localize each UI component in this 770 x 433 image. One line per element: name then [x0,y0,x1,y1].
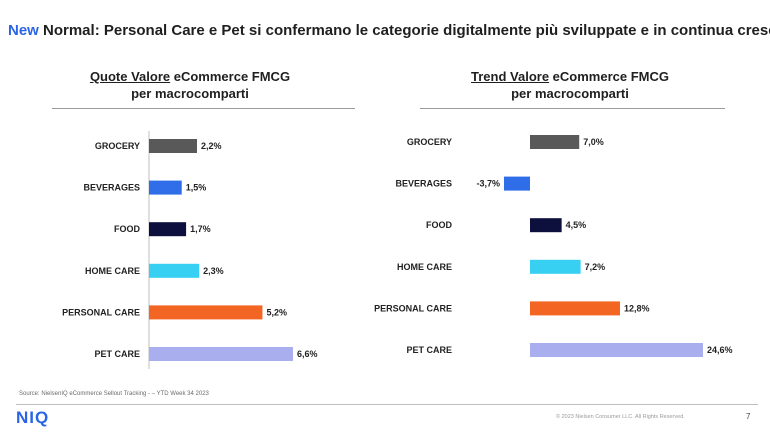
category-label-grocery: GROCERY [407,137,452,147]
value-label-food: 4,5% [566,220,587,230]
value-label-personal-care: 5,2% [266,307,287,317]
chart-title-trend-line2: per macrocomparti [511,86,629,101]
bar-beverages [503,176,530,191]
value-label-home-care: 7,2% [585,262,606,272]
copyright-note: © 2023 Nielsen Consumer LLC. All Rights … [556,414,685,420]
bar-home-care [149,263,200,278]
source-note: Source: NielsenIQ eCommerce Sellout Trac… [19,391,209,397]
bar-personal-care [149,305,263,320]
bar-grocery [530,135,580,149]
chart-title-quote-line2: per macrocomparti [131,86,249,101]
value-label-grocery: 2,2% [201,141,222,151]
quote-valore-bar-chart: GROCERY 2,2% BEVERAGES 1,5% FOOD 1,7% HOME CAR… [62,131,318,369]
footer-divider [16,404,758,405]
slide-title: New Normal: Personal Care e Pet si confe… [8,22,770,39]
chart-title-rule-right [420,108,725,109]
value-label-home-care: 2,3% [203,266,224,276]
value-label-personal-care: 12,8% [624,303,650,313]
category-label-beverages: BEVERAGES [83,183,140,193]
value-label-grocery: 7,0% [583,137,604,147]
value-label-pet-care: 6,6% [297,349,318,359]
chart-title-quote: Quote Valore eCommerce FMCG per macrocom… [40,68,340,102]
bar-personal-care [530,301,621,316]
slide-title-accent: New [8,22,39,39]
trend-valore-bar-chart: GROCERY 7,0% BEVERAGES -3,7% FOOD 4,5% HOME CA… [374,135,733,357]
category-label-personal-care: PERSONAL CARE [374,303,452,313]
category-label-food: FOOD [426,220,452,230]
category-label-pet-care: PET CARE [94,349,140,359]
bar-grocery [149,139,197,153]
bar-pet-care [149,347,293,361]
chart-title-quote-rest: eCommerce FMCG [170,69,291,84]
value-label-food: 1,7% [190,224,211,234]
bar-beverages [149,180,182,195]
chart-title-quote-underlined: Quote Valore [89,69,171,84]
chart-title-rule-left [52,108,355,109]
category-label-home-care: HOME CARE [397,262,452,272]
category-label-personal-care: PERSONAL CARE [62,307,140,317]
bar-pet-care [530,343,703,357]
bar-home-care [530,259,581,274]
bar-food [530,218,562,233]
value-label-beverages: 1,5% [186,183,207,193]
niq-logo: NIQ [16,408,50,427]
slide-title-rest: Normal: Personal Care e Pet si conferman… [38,22,770,39]
category-label-home-care: HOME CARE [85,266,140,276]
value-label-pet-care: 24,6% [707,345,733,355]
value-label-beverages: -3,7% [476,179,500,189]
bar-food [149,222,187,237]
page-number: 7 [746,412,751,421]
category-label-beverages: BEVERAGES [395,179,452,189]
chart-title-trend-underlined: Trend Valore [471,69,550,84]
category-label-food: FOOD [114,224,140,234]
chart-title-trend: Trend Valore eCommerce FMCG per macrocom… [420,68,720,102]
chart-title-trend-rest: eCommerce FMCG [549,69,669,84]
category-label-grocery: GROCERY [95,141,140,151]
category-label-pet-care: PET CARE [406,345,452,355]
